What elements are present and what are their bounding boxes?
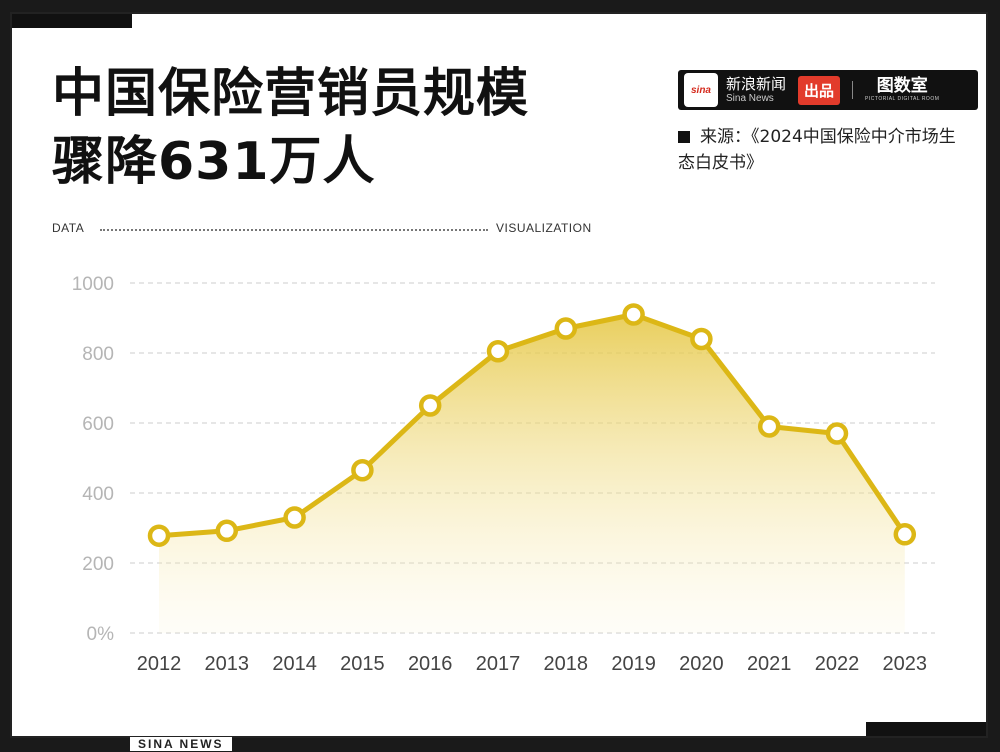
brand-bar: sina 新浪新闻 Sina News 出品 图数室 PICTORIAL DIG… bbox=[678, 70, 978, 110]
data-point bbox=[486, 340, 510, 363]
x-tick-label: 2014 bbox=[272, 653, 317, 675]
x-tick-label: 2013 bbox=[205, 653, 250, 675]
corner-decoration bbox=[12, 14, 132, 28]
data-point bbox=[893, 523, 917, 546]
tushu-logo-cn: 图数室 bbox=[876, 76, 928, 96]
y-tick-label: 1000 bbox=[72, 274, 114, 295]
x-tick-label: 2019 bbox=[611, 653, 656, 675]
data-point bbox=[825, 422, 849, 445]
title-line-1: 中国保险营销员规模 bbox=[52, 64, 530, 124]
tushu-logo: 图数室 PICTORIAL DIGITAL ROOM bbox=[865, 77, 939, 103]
source-note: 来源：《2024中国保险中介市场生态白皮书》 bbox=[678, 124, 958, 176]
data-label: DATA bbox=[52, 221, 85, 235]
area-fill bbox=[159, 314, 905, 633]
sina-brand: 新浪新闻 Sina News bbox=[726, 74, 787, 105]
corner-decoration bbox=[866, 722, 986, 736]
divider bbox=[852, 81, 854, 99]
x-tick-label: 2017 bbox=[476, 653, 521, 675]
title-line-2: 骤降631万人 bbox=[52, 132, 376, 192]
data-point bbox=[622, 303, 645, 326]
footer-text: SINA NEWS bbox=[130, 737, 232, 751]
data-point bbox=[215, 519, 239, 543]
y-tick-label: 400 bbox=[82, 484, 114, 505]
x-tick-label: 2012 bbox=[137, 653, 182, 675]
data-point bbox=[757, 415, 781, 438]
sina-brand-en: Sina News bbox=[726, 92, 774, 104]
y-tick-label: 600 bbox=[82, 414, 114, 435]
y-tick-label: 0% bbox=[87, 624, 115, 645]
data-point bbox=[554, 317, 578, 340]
data-point bbox=[418, 394, 442, 417]
data-visualization-rule: DATA VISUALIZATION bbox=[52, 221, 612, 237]
data-point bbox=[147, 524, 171, 547]
x-tick-label: 2021 bbox=[747, 653, 792, 675]
y-tick-label: 800 bbox=[82, 344, 114, 365]
series-line bbox=[156, 312, 908, 539]
page-title: 中国保险营销员规模 骤降631万人 bbox=[52, 60, 612, 196]
x-tick-label: 2015 bbox=[340, 653, 385, 675]
x-tick-label: 2020 bbox=[679, 653, 724, 675]
source-text: 来源：《2024中国保险中介市场生态白皮书》 bbox=[678, 127, 956, 173]
x-tick-label: 2022 bbox=[815, 653, 860, 675]
data-point bbox=[351, 459, 374, 482]
square-bullet-icon bbox=[678, 131, 690, 143]
x-tick-label: 2018 bbox=[544, 653, 589, 675]
x-tick-label: 2023 bbox=[883, 653, 928, 675]
footer: SINA NEWS bbox=[130, 736, 232, 752]
sina-brand-cn: 新浪新闻 bbox=[726, 74, 787, 93]
y-tick-label: 200 bbox=[82, 554, 114, 575]
x-tick-label: 2016 bbox=[408, 653, 453, 675]
produced-badge: 出品 bbox=[798, 75, 841, 105]
tushu-logo-en: PICTORIAL DIGITAL ROOM bbox=[865, 96, 940, 102]
data-point bbox=[690, 327, 713, 351]
data-point bbox=[283, 506, 306, 529]
dotted-rule bbox=[100, 229, 488, 231]
visualization-label: VISUALIZATION bbox=[496, 221, 592, 235]
sina-logo-icon: sina bbox=[684, 73, 718, 107]
